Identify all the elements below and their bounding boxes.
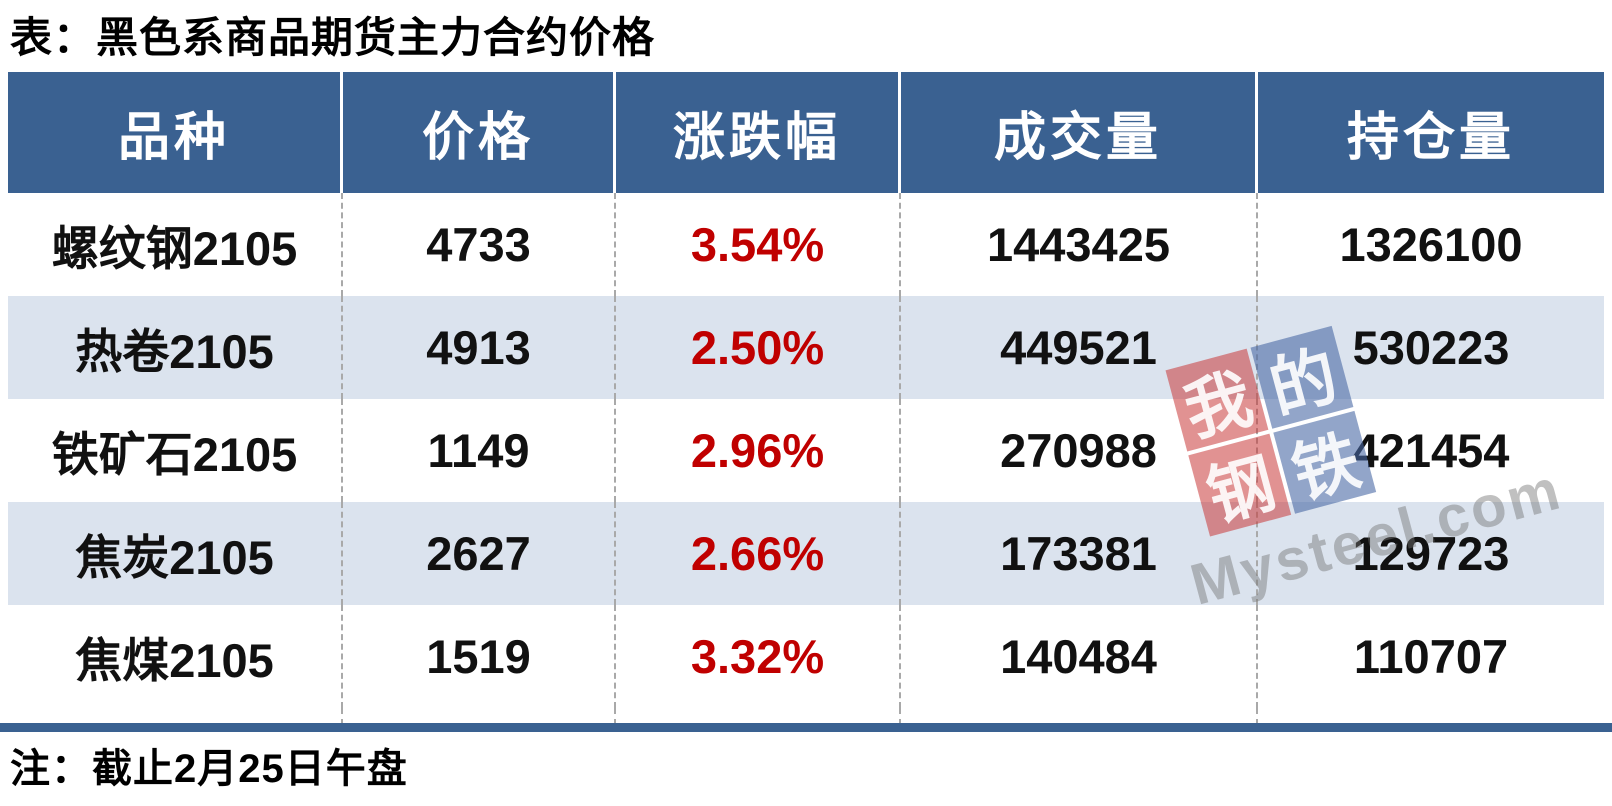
table-row: 焦炭2105 2627 2.66% 173381 129723: [8, 502, 1604, 605]
column-header-volume: 成交量: [901, 72, 1255, 193]
price-cell: 1149: [343, 399, 616, 502]
price-cell: 2627: [343, 502, 616, 605]
open-interest-cell: 421454: [1352, 424, 1510, 477]
volume-cell: 140484: [901, 605, 1258, 708]
change-cell: 2.50%: [616, 296, 901, 399]
column-header-open-interest: 持仓量: [1258, 72, 1604, 193]
footnote: 注：截止2月25日午盘: [10, 747, 408, 791]
table-row: 铁矿石2105 1149 2.96% 270988 421454: [8, 399, 1604, 502]
variety-cell: 焦炭2105: [8, 502, 343, 605]
table-row: 焦煤2105 1519 3.32% 140484 110707: [8, 605, 1604, 708]
price-cell: 4733: [343, 193, 616, 296]
variety-cell: 热卷2105: [8, 296, 343, 399]
variety-cell: 铁矿石2105: [8, 399, 343, 502]
table-spacer-row: [8, 708, 1604, 725]
open-interest-cell: 530223: [1352, 321, 1510, 374]
open-interest-cell: 129723: [1352, 527, 1510, 580]
column-header-variety: 品种: [8, 72, 340, 193]
change-cell: 2.96%: [616, 399, 901, 502]
table-header-row: 品种 价格 涨跌幅 成交量 持仓量: [8, 72, 1604, 193]
table-row: 热卷2105 4913 2.50% 449521 530223: [8, 296, 1604, 399]
page-title: 表：黑色系商品期货主力合约价格: [10, 14, 656, 61]
divider-bar: [0, 723, 1612, 732]
open-interest-cell: 110707: [1353, 630, 1509, 683]
open-interest-cell: 1326100: [1339, 218, 1523, 271]
volume-cell: 173381: [901, 502, 1258, 605]
variety-cell: 焦煤2105: [8, 605, 343, 708]
price-cell: 1519: [343, 605, 616, 708]
column-header-price: 价格: [343, 72, 613, 193]
volume-cell: 1443425: [901, 193, 1258, 296]
volume-cell: 449521: [901, 296, 1258, 399]
change-cell: 2.66%: [616, 502, 901, 605]
table-row: 螺纹钢2105 4733 3.54% 1443425 1326100: [8, 193, 1604, 296]
volume-cell: 270988: [901, 399, 1258, 502]
change-cell: 3.32%: [616, 605, 901, 708]
variety-cell: 螺纹钢2105: [8, 193, 343, 296]
price-table: 品种 价格 涨跌幅 成交量 持仓量 螺纹钢2105 4733 3.54% 144…: [8, 72, 1604, 725]
change-cell: 3.54%: [616, 193, 901, 296]
column-header-change: 涨跌幅: [616, 72, 898, 193]
price-cell: 4913: [343, 296, 616, 399]
